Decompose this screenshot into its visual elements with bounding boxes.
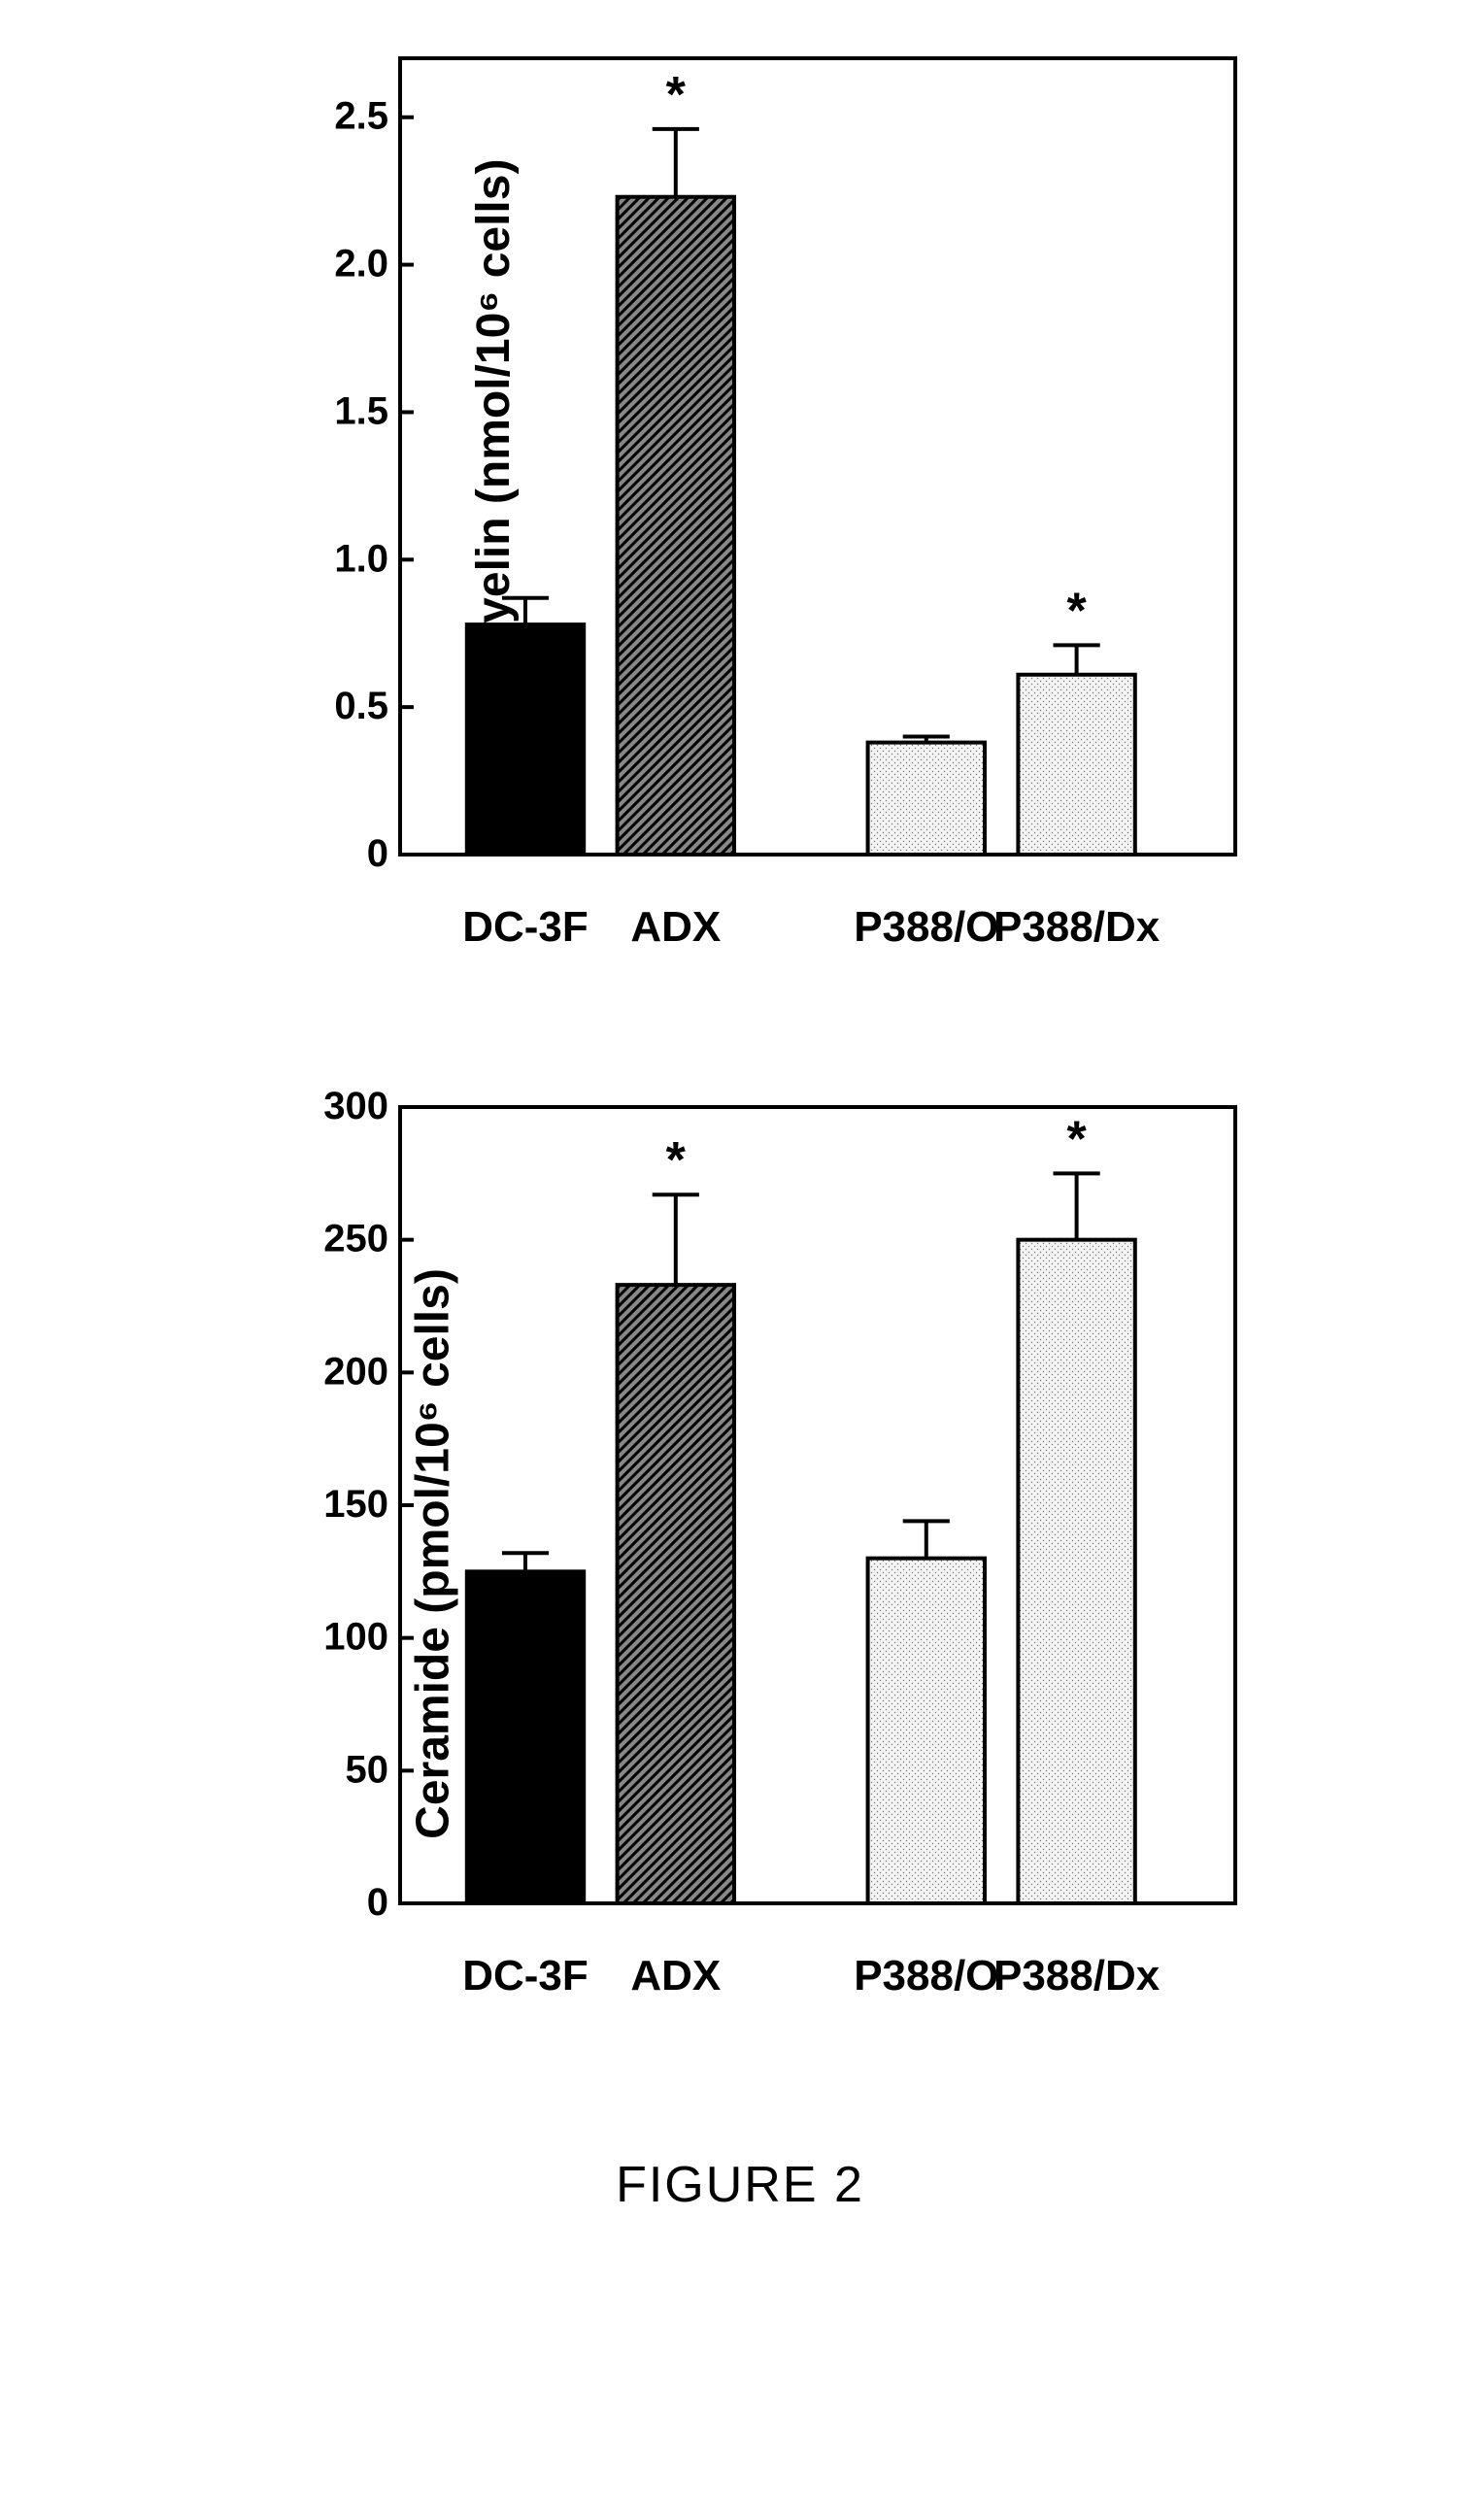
svg-text:*: * xyxy=(1066,583,1087,639)
svg-text:0: 0 xyxy=(367,832,388,875)
svg-text:50: 50 xyxy=(346,1748,389,1791)
svg-text:1.0: 1.0 xyxy=(334,537,388,580)
svg-text:*: * xyxy=(1066,1111,1087,1167)
svg-text:150: 150 xyxy=(323,1483,388,1526)
x-category-label: P388/Dx xyxy=(993,1952,1160,2000)
svg-text:0.5: 0.5 xyxy=(334,685,388,727)
chart2-svg: 0 50 100 150 200 250 300 * * xyxy=(322,1088,1255,1942)
svg-text:1.5: 1.5 xyxy=(334,389,388,432)
sphingomyelin-chart: Sphingomyelin (nmol/10⁶ cells) 00.51.01.… xyxy=(206,39,1274,971)
x-category-label: P388/O xyxy=(854,903,998,952)
svg-text:300: 300 xyxy=(323,1088,388,1127)
figure-container: Sphingomyelin (nmol/10⁶ cells) 00.51.01.… xyxy=(0,39,1480,2214)
svg-text:*: * xyxy=(666,1132,687,1189)
svg-text:0: 0 xyxy=(367,1881,388,1924)
svg-text:2.0: 2.0 xyxy=(334,243,388,286)
svg-text:2.5: 2.5 xyxy=(334,95,388,138)
svg-text:100: 100 xyxy=(323,1616,388,1659)
ceramide-chart: Ceramide (pmol/10⁶ cells) 05010015020025… xyxy=(206,1088,1274,2020)
svg-text:250: 250 xyxy=(323,1218,388,1260)
chart1-svg: 0 0.5 1.0 1.5 2.0 2.5 * * xyxy=(322,39,1255,893)
x-category-label: ADX xyxy=(630,1952,721,2000)
chart2-xlabels: DC-3F ADX P388/OP388/Dx xyxy=(322,1952,1255,2010)
x-category-label: P388/Dx xyxy=(993,903,1160,952)
svg-text:*: * xyxy=(666,67,687,123)
x-category-label: ADX xyxy=(630,903,721,952)
chart1-xlabels: DC-3F ADX P388/OP388/Dx xyxy=(322,903,1255,961)
x-category-label: P388/O xyxy=(854,1952,998,2000)
svg-text:200: 200 xyxy=(323,1350,388,1393)
figure-caption: FIGURE 2 xyxy=(616,2156,864,2214)
x-category-label: DC-3F xyxy=(462,903,589,952)
x-category-label: DC-3F xyxy=(462,1952,589,2000)
